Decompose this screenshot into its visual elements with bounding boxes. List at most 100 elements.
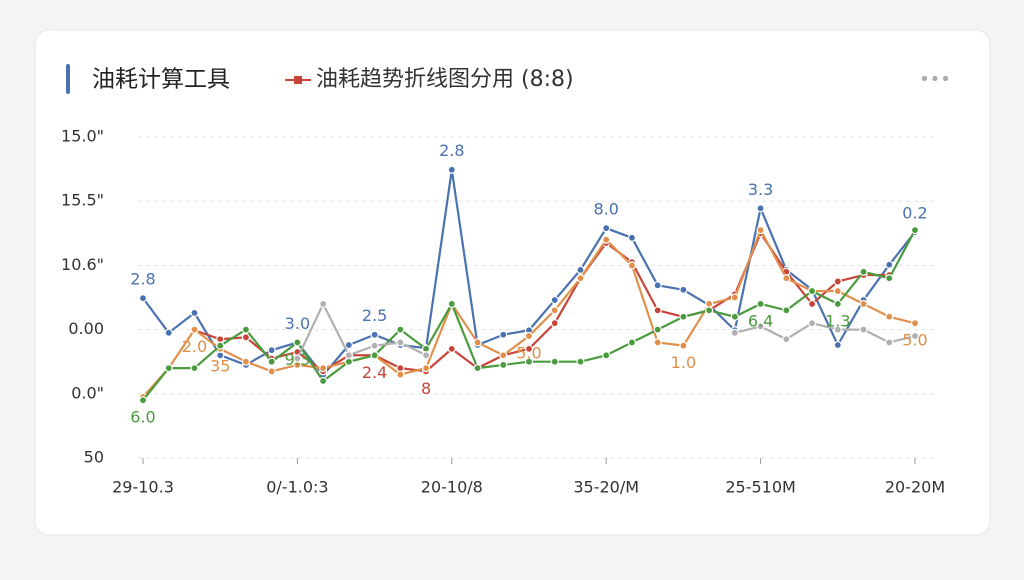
data-point (602, 351, 611, 360)
data-label: 2.8 (439, 141, 464, 160)
data-point (190, 364, 199, 373)
data-point (421, 351, 431, 360)
data-point (627, 233, 637, 242)
more-menu[interactable]: ••• (919, 69, 951, 90)
y-tick-label: 15.0" (61, 127, 104, 146)
x-tick-label: 25-510M (725, 478, 795, 497)
data-point (730, 312, 739, 321)
data-point (370, 341, 379, 350)
data-point (679, 312, 688, 321)
data-label: 2.4 (362, 363, 387, 382)
data-point (524, 357, 534, 366)
data-point (730, 293, 739, 302)
y-tick-label: 0.0" (71, 383, 104, 402)
data-point (730, 328, 739, 337)
data-point (216, 341, 225, 350)
data-point (653, 325, 662, 334)
data-label: 2.8 (130, 270, 155, 289)
data-point (653, 338, 662, 347)
data-point (833, 340, 842, 350)
data-label: 9.3 (285, 350, 310, 369)
data-point (473, 364, 482, 373)
data-point (756, 204, 765, 213)
data-point (859, 325, 868, 334)
data-point (138, 396, 148, 405)
series-line (296, 302, 916, 359)
data-point (885, 338, 894, 347)
data-point (267, 367, 276, 376)
data-point (679, 285, 688, 294)
data-label: 6.4 (748, 311, 773, 330)
data-point (241, 333, 251, 342)
data-point (190, 325, 199, 334)
data-point (319, 376, 328, 386)
data-point (885, 260, 894, 269)
data-point (267, 346, 276, 355)
data-point (550, 306, 559, 315)
data-label: 2.0 (182, 337, 207, 356)
chart-subtitle: 油耗趋势折线图分用 (8:8) (316, 67, 574, 92)
data-label: 5.0 (902, 331, 927, 350)
data-point (447, 344, 456, 353)
data-point (524, 331, 534, 341)
data-point (833, 299, 842, 309)
data-point (550, 295, 559, 305)
data-point (859, 299, 868, 309)
data-point (576, 274, 585, 283)
data-point (910, 331, 920, 341)
x-tick-label: 29-10.3 (112, 478, 174, 497)
data-point (499, 330, 508, 339)
data-point (421, 364, 431, 373)
data-point (447, 165, 456, 174)
data-point (344, 351, 353, 360)
data-point (807, 319, 817, 328)
y-tick-label: 50 (84, 448, 104, 467)
data-point (627, 338, 637, 347)
data-point (782, 335, 791, 344)
data-point (190, 308, 199, 318)
data-point (859, 267, 868, 276)
data-point (833, 277, 842, 286)
data-point (627, 261, 637, 270)
data-point (679, 341, 688, 350)
y-tick-label: 15.5" (61, 191, 104, 210)
data-point (756, 299, 765, 309)
title-accent (66, 64, 70, 94)
data-point (705, 306, 714, 315)
data-point (653, 281, 662, 290)
data-point (653, 306, 662, 315)
data-label: 35 (210, 356, 230, 375)
data-point (164, 328, 173, 337)
data-point (756, 322, 765, 331)
data-label: 1.3 (825, 311, 850, 330)
data-point (576, 265, 585, 274)
data-point (782, 306, 791, 315)
data-label: 6.0 (130, 408, 155, 427)
data-point (396, 338, 405, 347)
x-tick-label: 20-10/8 (421, 478, 483, 497)
data-point (293, 354, 302, 363)
data-label: 8 (421, 379, 431, 398)
data-point (396, 325, 405, 334)
data-label: 8.0 (593, 200, 618, 219)
data-point (344, 340, 353, 350)
y-tick-label: 10.6" (61, 255, 104, 274)
data-point (524, 344, 534, 353)
data-point (396, 370, 405, 379)
data-point (319, 299, 328, 309)
data-point (910, 225, 920, 235)
legend-marker (294, 76, 302, 84)
data-label: 3.0 (285, 314, 310, 333)
data-point (550, 357, 559, 366)
data-point (602, 224, 611, 233)
data-point (576, 357, 585, 366)
data-point (885, 274, 894, 283)
data-point (499, 351, 508, 360)
data-point (319, 364, 328, 373)
data-point (164, 364, 173, 373)
data-point (267, 357, 276, 366)
data-point (550, 319, 559, 328)
data-point (370, 330, 379, 339)
data-point (370, 351, 379, 360)
